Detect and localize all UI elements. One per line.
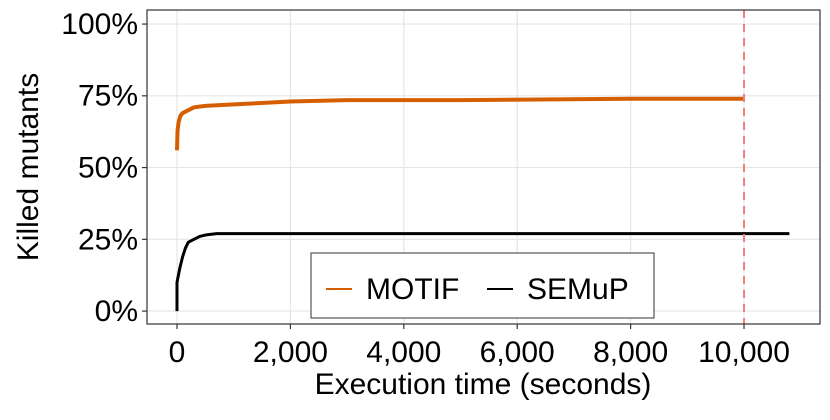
- line-series: [175, 232, 790, 312]
- line-series: [174, 96, 745, 151]
- y-tick-label: 50%: [78, 151, 138, 184]
- legend-box: [310, 252, 655, 319]
- legend-label: SEMuP: [527, 273, 629, 306]
- x-tick-label: 0: [169, 336, 186, 369]
- plot: [174, 10, 790, 324]
- y-tick-label: 100%: [61, 8, 138, 41]
- y-tick-label: 25%: [78, 223, 138, 256]
- x-tick-label: 8,000: [593, 336, 668, 369]
- x-tick-label: 10,000: [698, 336, 790, 369]
- y-axis-title: Killed mutants: [12, 73, 45, 261]
- y-tick-label: 0%: [95, 295, 138, 328]
- y-tick-label: 75%: [78, 80, 138, 113]
- x-axis-title: Execution time (seconds): [315, 368, 652, 401]
- legend-label: MOTIF: [366, 273, 459, 306]
- x-tick-label: 6,000: [480, 336, 555, 369]
- x-tick-label: 4,000: [366, 336, 441, 369]
- legend: MOTIF SEMuP: [310, 252, 655, 319]
- x-tick-label: 2,000: [253, 336, 328, 369]
